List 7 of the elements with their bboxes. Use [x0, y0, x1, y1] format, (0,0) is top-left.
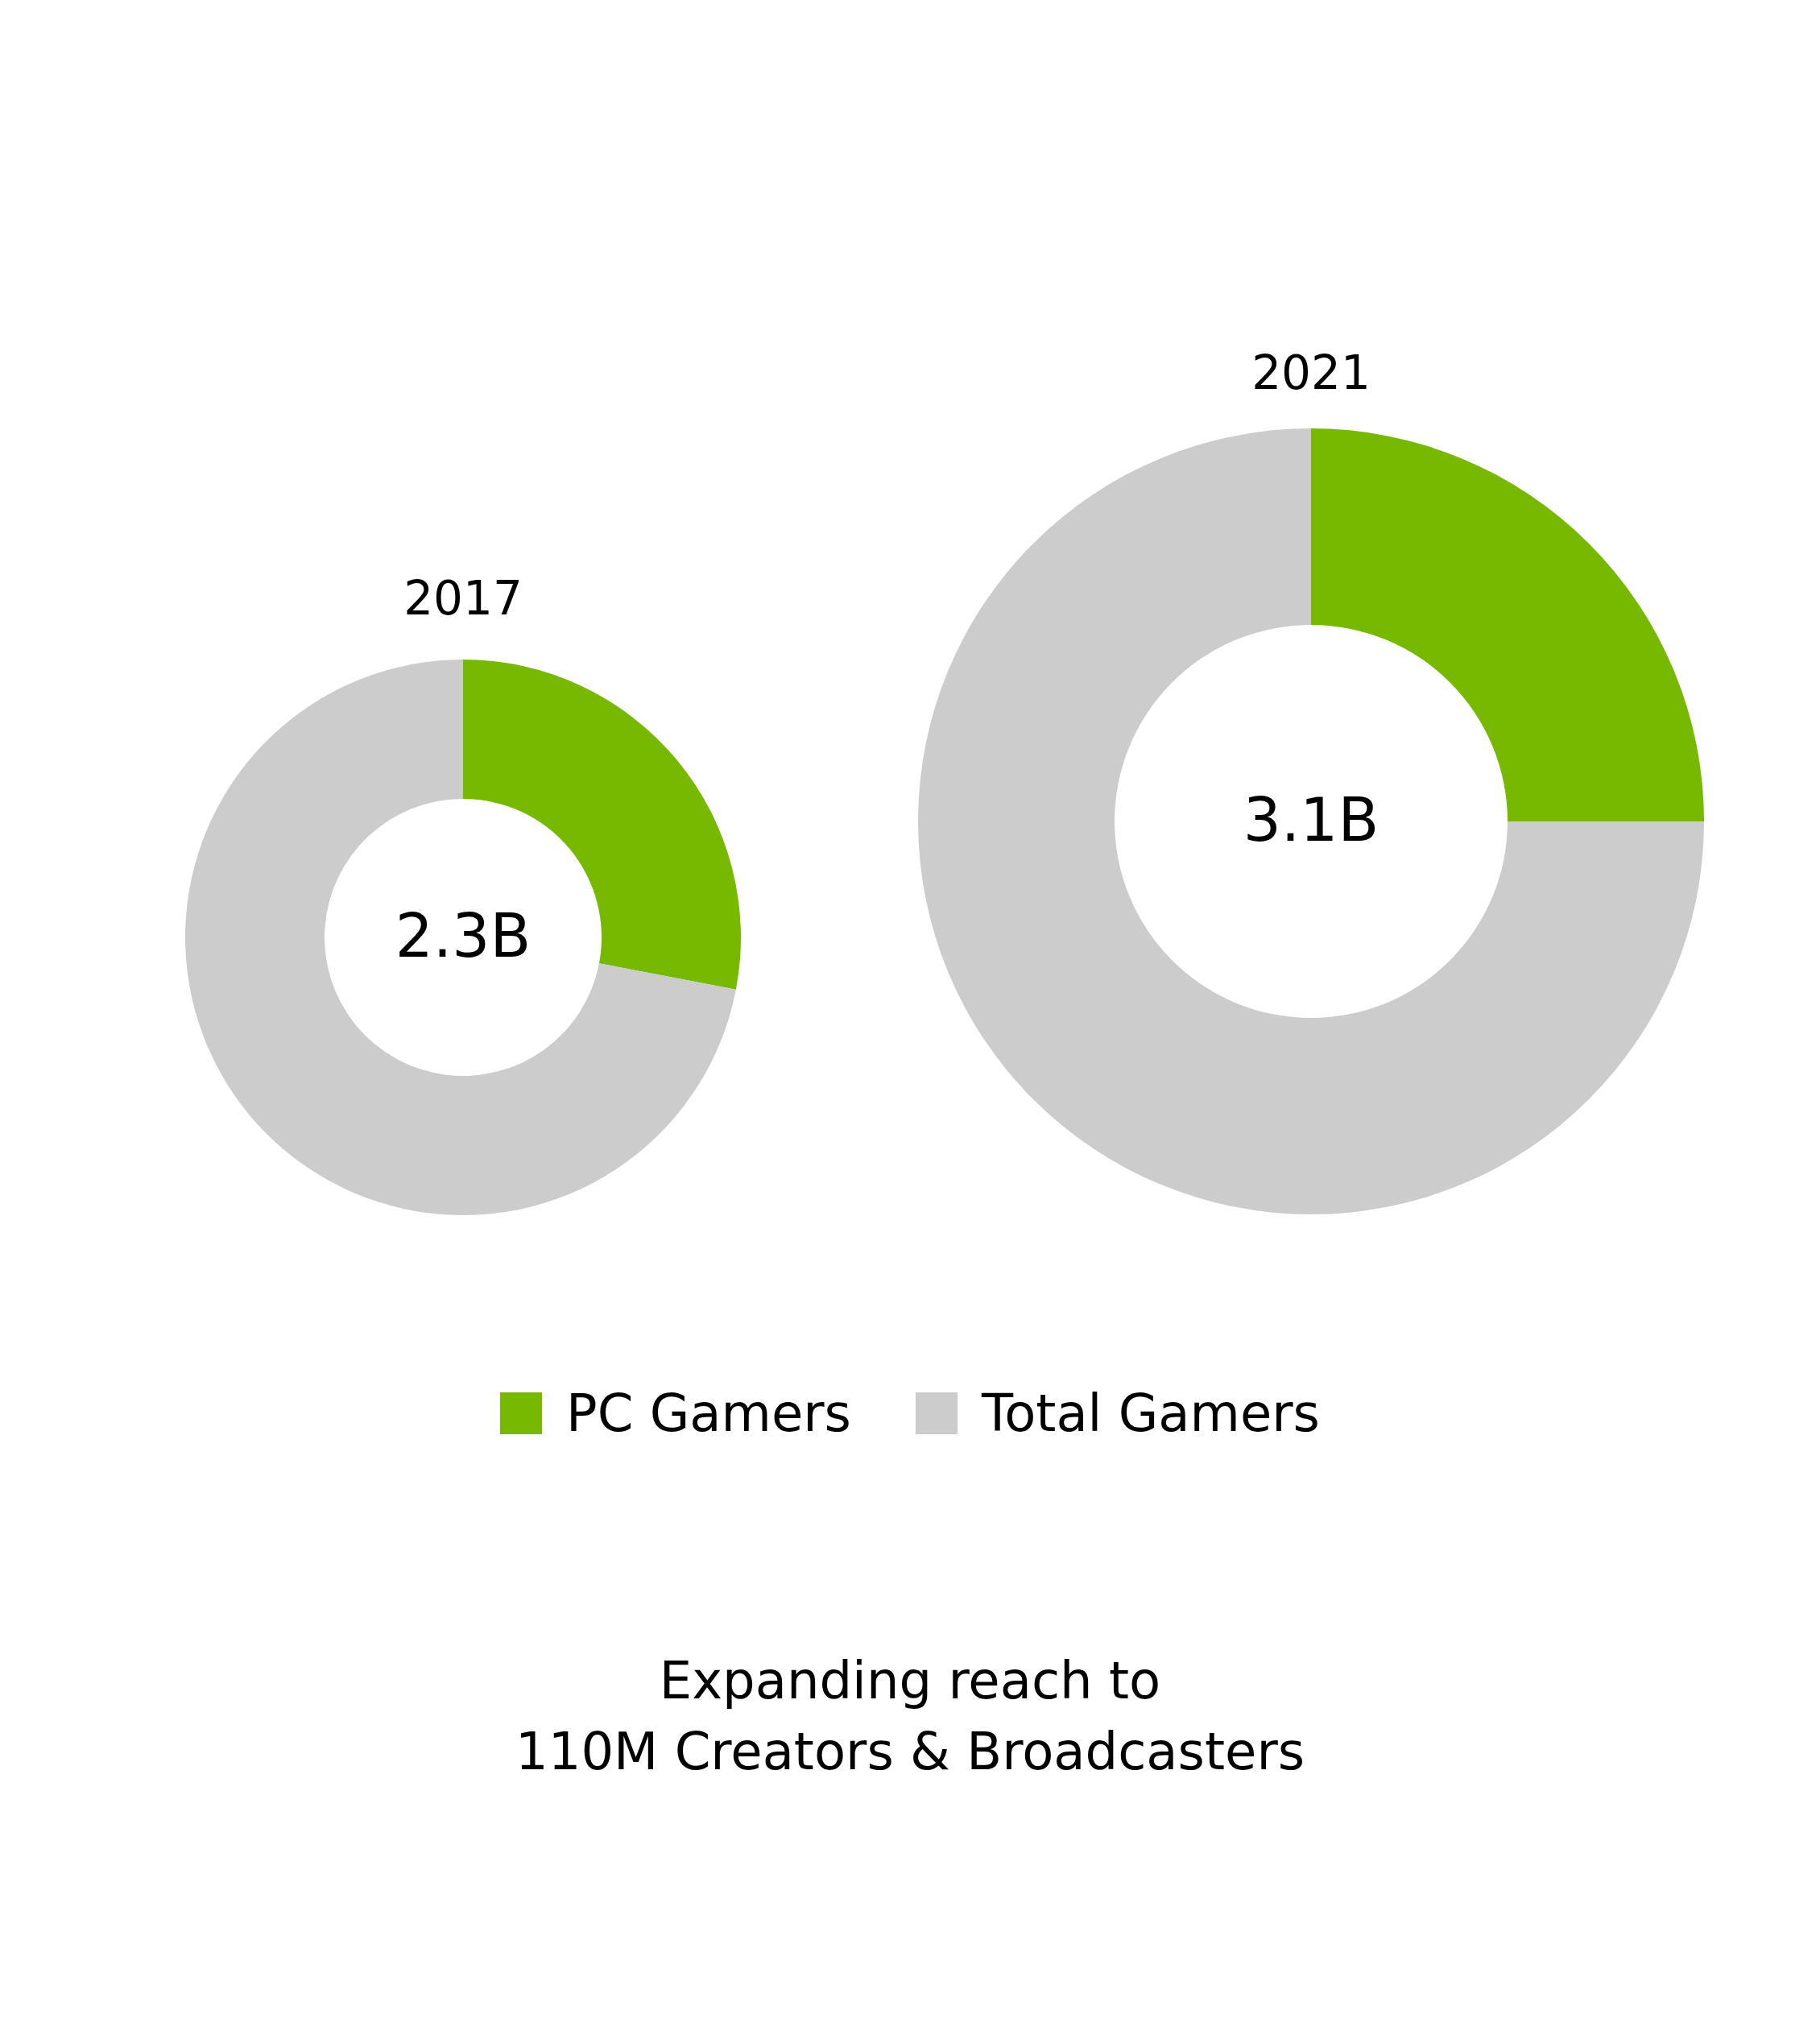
text: Expanding reach to 110M Creators & Broadcasters — [514, 1650, 1306, 1783]
legend-label: PC Gamers — [566, 1384, 851, 1443]
text: 3.1B — [1242, 785, 1380, 854]
slice-label: 2017 — [403, 570, 523, 627]
text: 2.3B — [394, 901, 532, 970]
slice-label: 2021 — [1251, 345, 1371, 402]
legend-label: Total Gamers — [981, 1384, 1320, 1443]
